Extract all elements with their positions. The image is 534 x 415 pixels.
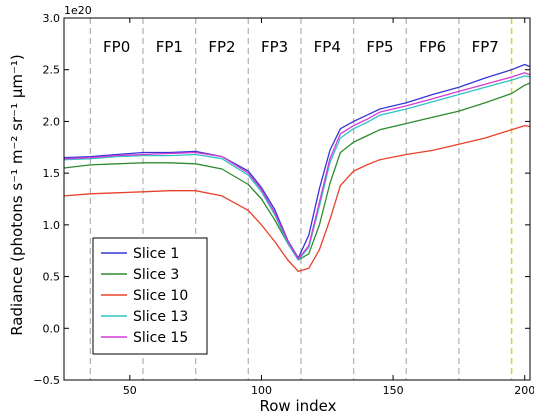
footprint-label-fp2: FP2 (208, 38, 235, 56)
x-tick-label: 200 (514, 384, 534, 397)
y-axis-ticks: −0.5 0.0 0.5 1.0 1.5 2.0 2.5 3.0 (33, 12, 530, 387)
y-tick-label: 0.5 (43, 271, 61, 284)
y-tick-label: 2.0 (43, 115, 61, 128)
x-axis-title: Row index (260, 397, 337, 415)
y-tick-label: 1.5 (43, 167, 61, 180)
y-axis-title: Radiance (photons s⁻¹ m⁻² sr⁻¹ μm⁻¹) (8, 54, 26, 336)
legend-label: Slice 13 (133, 309, 188, 325)
y-tick-label: 0.0 (43, 322, 61, 335)
footprint-labels: FP0 FP1 FP2 FP3 FP4 FP5 FP6 FP7 (103, 38, 499, 56)
x-tick-label: 150 (383, 384, 404, 397)
footprint-label-fp4: FP4 (314, 38, 341, 56)
legend-label: Slice 10 (133, 288, 188, 304)
series-line-3 (63, 124, 531, 273)
footprint-label-fp0: FP0 (103, 38, 130, 56)
legend-label: Slice 1 (133, 246, 179, 262)
x-axis-ticks: 50 100 150 200 (123, 18, 534, 397)
footprint-label-fp1: FP1 (156, 38, 183, 56)
legend-box (92, 237, 208, 355)
y-tick-label: 2.5 (43, 64, 61, 77)
y-tick-label: 1.0 (43, 219, 61, 232)
series-line-5 (63, 72, 531, 260)
plot-frame (63, 17, 531, 381)
footprint-label-fp5: FP5 (366, 38, 393, 56)
footprint-label-fp3: FP3 (261, 38, 288, 56)
footprint-label-fp6: FP6 (419, 38, 446, 56)
x-tick-label: 50 (123, 384, 137, 397)
series-line-2 (63, 82, 531, 261)
legend-label: Slice 3 (133, 267, 179, 283)
footprint-label-fp7: FP7 (472, 38, 499, 56)
series-line-1 (63, 63, 531, 259)
y-tick-label: −0.5 (33, 374, 60, 387)
x-tick-label: 100 (251, 384, 272, 397)
y-offset-label: 1e20 (64, 4, 92, 17)
series-layer (63, 63, 531, 273)
legend-label: Slice 15 (133, 330, 188, 346)
footprint-boundaries (89, 18, 513, 380)
y-tick-label: 3.0 (43, 12, 61, 25)
legend: Slice 1 Slice 3 Slice 10 Slice 13 Slice 15 (92, 237, 208, 355)
series-line-4 (63, 75, 531, 261)
